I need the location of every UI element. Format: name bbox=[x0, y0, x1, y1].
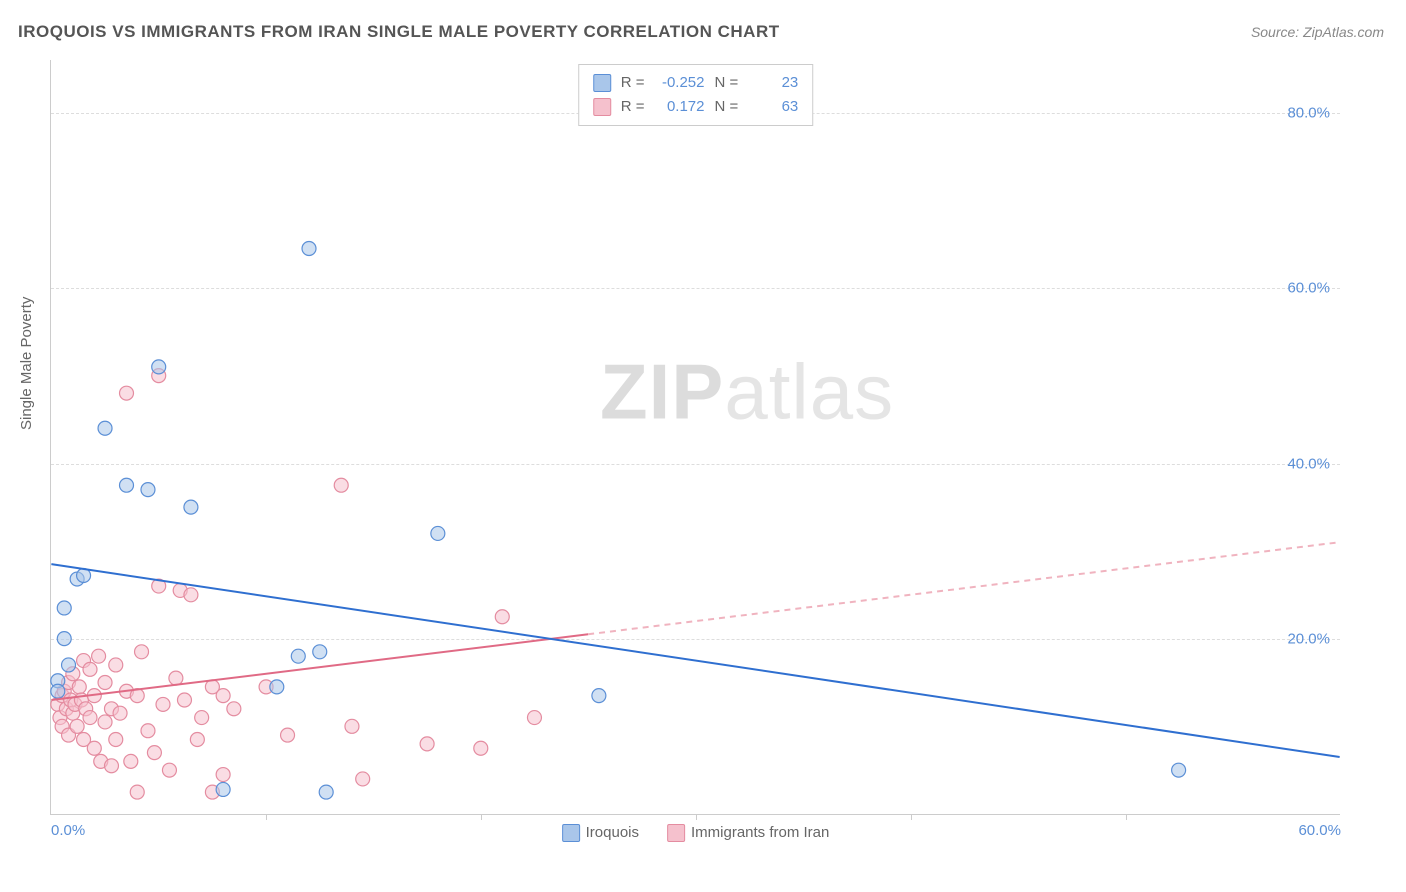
data-point bbox=[72, 680, 86, 694]
data-point bbox=[156, 697, 170, 711]
data-point bbox=[120, 386, 134, 400]
data-point bbox=[109, 658, 123, 672]
data-point bbox=[98, 421, 112, 435]
data-point bbox=[57, 632, 71, 646]
data-point bbox=[70, 719, 84, 733]
data-point bbox=[420, 737, 434, 751]
x-tick-mark bbox=[266, 814, 267, 820]
scatter-svg bbox=[51, 60, 1340, 814]
data-point bbox=[135, 645, 149, 659]
data-point bbox=[184, 588, 198, 602]
data-point bbox=[141, 724, 155, 738]
data-point bbox=[345, 719, 359, 733]
legend-item-iran: Immigrants from Iran bbox=[667, 824, 829, 842]
data-point bbox=[124, 754, 138, 768]
correlation-row-blue: R = -0.252 N = 23 bbox=[593, 71, 799, 95]
x-tick-mark bbox=[911, 814, 912, 820]
data-point bbox=[291, 649, 305, 663]
data-point bbox=[83, 711, 97, 725]
data-point bbox=[98, 715, 112, 729]
data-point bbox=[474, 741, 488, 755]
r-value-blue: -0.252 bbox=[655, 71, 705, 95]
data-point bbox=[120, 478, 134, 492]
data-point bbox=[98, 675, 112, 689]
plot-area: ZIPatlas 20.0%40.0%60.0%80.0% 0.0%60.0% … bbox=[50, 60, 1340, 815]
data-point bbox=[495, 610, 509, 624]
data-point bbox=[87, 741, 101, 755]
data-point bbox=[227, 702, 241, 716]
data-point bbox=[130, 785, 144, 799]
legend-item-iroquois: Iroquois bbox=[562, 824, 639, 842]
source-attribution: Source: ZipAtlas.com bbox=[1251, 24, 1384, 40]
data-point bbox=[356, 772, 370, 786]
x-tick-label: 0.0% bbox=[51, 822, 85, 839]
data-point bbox=[302, 242, 316, 256]
data-point bbox=[216, 782, 230, 796]
series-legend: Iroquois Immigrants from Iran bbox=[562, 824, 830, 842]
data-point bbox=[141, 483, 155, 497]
data-point bbox=[152, 360, 166, 374]
n-value-pink: 63 bbox=[748, 95, 798, 119]
data-point bbox=[109, 732, 123, 746]
data-point bbox=[313, 645, 327, 659]
trendline bbox=[588, 542, 1340, 634]
data-point bbox=[190, 732, 204, 746]
data-point bbox=[162, 763, 176, 777]
x-tick-mark bbox=[696, 814, 697, 820]
data-point bbox=[334, 478, 348, 492]
n-value-blue: 23 bbox=[748, 71, 798, 95]
correlation-legend: R = -0.252 N = 23 R = 0.172 N = 63 bbox=[578, 64, 814, 126]
trendline bbox=[51, 564, 1339, 757]
data-point bbox=[319, 785, 333, 799]
swatch-pink-icon bbox=[593, 98, 611, 116]
data-point bbox=[62, 658, 76, 672]
data-point bbox=[104, 759, 118, 773]
data-point bbox=[57, 601, 71, 615]
data-point bbox=[270, 680, 284, 694]
data-point bbox=[281, 728, 295, 742]
x-tick-mark bbox=[1126, 814, 1127, 820]
data-point bbox=[113, 706, 127, 720]
data-point bbox=[51, 684, 65, 698]
data-point bbox=[216, 689, 230, 703]
chart-title: IROQUOIS VS IMMIGRANTS FROM IRAN SINGLE … bbox=[18, 22, 780, 42]
data-point bbox=[83, 662, 97, 676]
data-point bbox=[431, 526, 445, 540]
n-label: N = bbox=[715, 95, 739, 119]
data-point bbox=[184, 500, 198, 514]
r-label: R = bbox=[621, 95, 645, 119]
data-point bbox=[216, 768, 230, 782]
n-label: N = bbox=[715, 71, 739, 95]
data-point bbox=[147, 746, 161, 760]
data-point bbox=[169, 671, 183, 685]
legend-label: Immigrants from Iran bbox=[691, 824, 829, 841]
data-point bbox=[527, 711, 541, 725]
data-point bbox=[1172, 763, 1186, 777]
r-label: R = bbox=[621, 71, 645, 95]
swatch-blue-icon bbox=[593, 74, 611, 92]
r-value-pink: 0.172 bbox=[655, 95, 705, 119]
data-point bbox=[177, 693, 191, 707]
x-tick-label: 60.0% bbox=[1298, 822, 1341, 839]
data-point bbox=[92, 649, 106, 663]
data-point bbox=[592, 689, 606, 703]
swatch-blue-icon bbox=[562, 824, 580, 842]
data-point bbox=[195, 711, 209, 725]
legend-label: Iroquois bbox=[586, 824, 639, 841]
correlation-row-pink: R = 0.172 N = 63 bbox=[593, 95, 799, 119]
y-axis-label: Single Male Poverty bbox=[18, 297, 35, 430]
swatch-pink-icon bbox=[667, 824, 685, 842]
x-tick-mark bbox=[481, 814, 482, 820]
trendline bbox=[51, 634, 588, 700]
